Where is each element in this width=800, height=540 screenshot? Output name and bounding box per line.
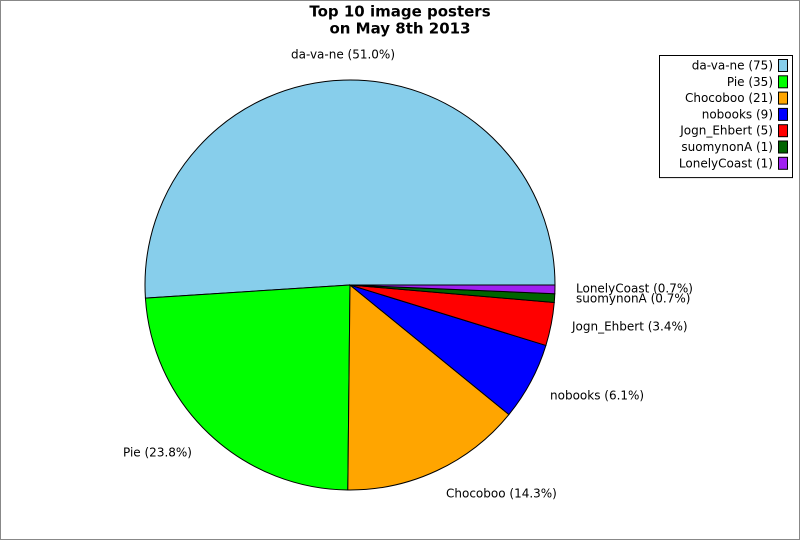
legend-swatch bbox=[778, 107, 788, 121]
legend-label: Pie (35) bbox=[727, 75, 773, 89]
slice-label: Pie (23.8%) bbox=[123, 446, 192, 460]
pie-slice bbox=[347, 283, 510, 491]
legend-swatch bbox=[778, 91, 788, 105]
legend-swatch bbox=[778, 59, 788, 72]
legend-label: nobooks (9) bbox=[702, 107, 773, 121]
legend-box bbox=[659, 55, 793, 179]
chart-title: Top 10 image posters bbox=[309, 3, 490, 21]
legend-label: da-va-ne (75) bbox=[692, 59, 773, 73]
legend-swatch bbox=[778, 140, 788, 154]
legend-label: Chocoboo (21) bbox=[685, 91, 773, 105]
slice-label: suomynonA (0.7%) bbox=[576, 292, 690, 306]
slice-label: LonelyCoast (0.7%) bbox=[576, 282, 693, 296]
slice-label: nobooks (6.1%) bbox=[550, 389, 644, 403]
legend-label: LonelyCoast (1) bbox=[679, 156, 773, 170]
legend-swatch bbox=[778, 156, 788, 170]
chart-title: on May 8th 2013 bbox=[329, 20, 470, 38]
legend-swatch bbox=[778, 124, 788, 138]
pie-slice bbox=[144, 284, 351, 491]
legend-label: Jogn_Ehbert (5) bbox=[679, 124, 773, 138]
legend-label: suomynonA (1) bbox=[681, 140, 773, 154]
slice-label: da-va-ne (51.0%) bbox=[291, 48, 395, 62]
legend-swatch bbox=[778, 75, 788, 89]
slice-label: Jogn_Ehbert (3.4%) bbox=[571, 320, 688, 334]
pie-slice bbox=[144, 79, 556, 299]
pie-slice bbox=[349, 284, 556, 295]
slice-label: Chocoboo (14.3%) bbox=[446, 487, 557, 501]
